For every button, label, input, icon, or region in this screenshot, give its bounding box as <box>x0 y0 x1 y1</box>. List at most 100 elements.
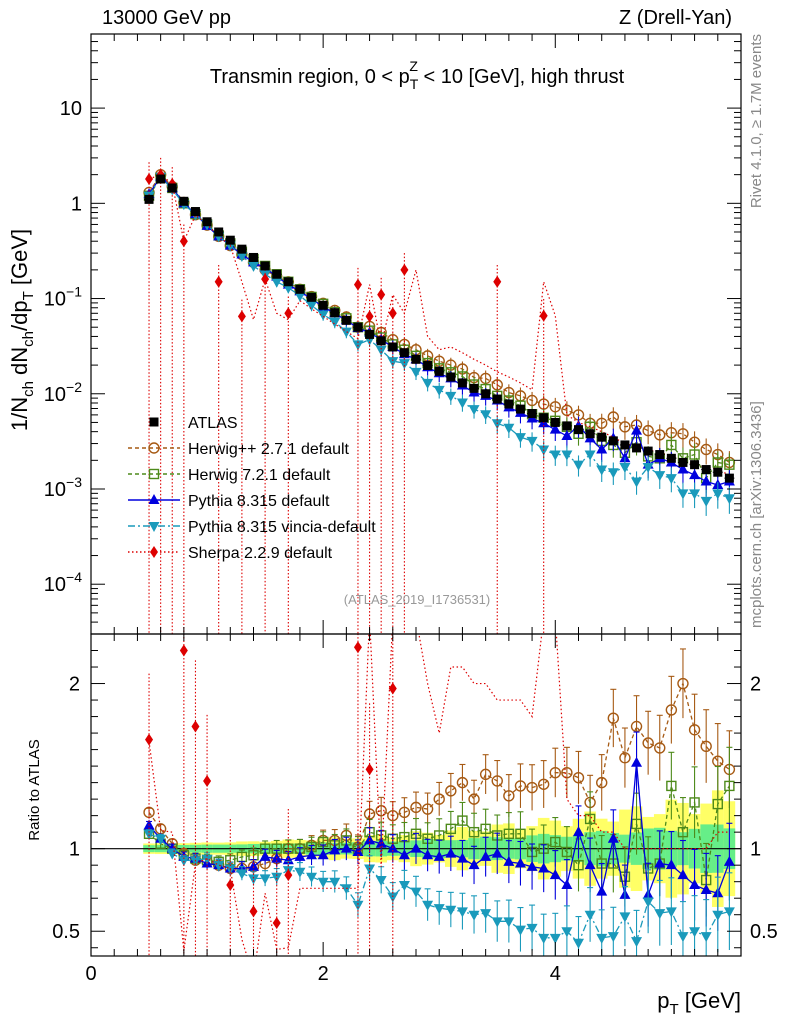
data-point <box>665 704 678 716</box>
data-point <box>271 872 283 883</box>
data-point <box>249 905 258 918</box>
data-point <box>387 809 399 822</box>
data-point <box>526 860 538 871</box>
data-point <box>526 394 538 407</box>
data-point <box>642 424 654 437</box>
data-point <box>631 818 642 830</box>
main-title: Transmin region, 0 < pTZ < 10 [GeV], hig… <box>210 58 625 92</box>
data-point <box>549 423 561 434</box>
data-point <box>353 641 362 654</box>
data-point <box>491 419 503 430</box>
data-point <box>236 251 248 262</box>
data-point <box>329 317 341 328</box>
data-point <box>375 804 387 817</box>
legend-label: Pythia 8.315 default <box>188 493 330 510</box>
data-point <box>365 329 375 339</box>
data-point <box>724 459 735 470</box>
data-point <box>573 859 584 871</box>
data-point <box>700 496 712 507</box>
data-point <box>179 196 189 206</box>
data-point <box>445 391 457 402</box>
data-point <box>619 421 631 433</box>
data-point <box>514 925 526 936</box>
data-point <box>294 867 306 878</box>
data-point <box>561 927 573 938</box>
data-point <box>480 850 492 861</box>
data-point <box>526 436 538 447</box>
data-point <box>236 869 248 880</box>
data-point <box>272 916 281 929</box>
legend-entry: Sherpa 2.2.9 default <box>128 545 333 562</box>
data-point <box>689 489 701 500</box>
data-point <box>468 826 480 838</box>
data-point <box>723 907 735 918</box>
data-point <box>503 790 515 802</box>
data-point <box>259 850 271 861</box>
data-point <box>689 927 701 938</box>
data-point <box>573 826 584 837</box>
ratio-content <box>91 634 741 956</box>
data-point <box>503 828 515 840</box>
ratio-y-tick-label-right: 0.5 <box>750 921 778 943</box>
data-point <box>700 475 712 486</box>
data-point <box>561 404 573 417</box>
data-point <box>515 404 525 414</box>
data-point <box>678 457 688 467</box>
data-point <box>318 300 328 310</box>
data-point <box>423 361 433 371</box>
data-point <box>144 194 154 204</box>
data-point <box>445 905 457 916</box>
data-point <box>677 932 689 943</box>
series-atlas <box>144 174 735 483</box>
ratio-y-tick-label-left: 1 <box>69 839 80 861</box>
data-point <box>456 852 468 863</box>
data-point <box>421 803 434 815</box>
data-point <box>433 850 445 861</box>
data-point <box>561 767 573 779</box>
legend-entry: Pythia 8.315 default <box>128 493 330 510</box>
data-point <box>596 443 608 454</box>
data-point <box>306 872 318 883</box>
data-point <box>573 460 584 471</box>
data-point <box>456 776 469 789</box>
data-point <box>526 781 538 794</box>
series-line <box>148 175 730 502</box>
data-point <box>353 278 362 291</box>
header-left: 13000 GeV pp <box>102 7 231 29</box>
data-point <box>375 345 387 356</box>
data-point <box>724 780 735 792</box>
main-content <box>143 157 736 634</box>
data-point <box>688 724 701 736</box>
data-point <box>330 308 340 318</box>
data-point <box>365 763 374 776</box>
data-point <box>388 682 397 695</box>
data-point <box>723 855 735 866</box>
data-point <box>689 797 700 808</box>
data-point <box>538 933 550 944</box>
header-right: Z (Drell-Yan) <box>619 7 732 29</box>
data-point <box>632 443 642 453</box>
ratio-y-tick-label-right: 2 <box>750 674 761 696</box>
data-point <box>631 424 643 435</box>
data-point <box>666 780 677 792</box>
data-point <box>375 837 387 848</box>
x-tick-label: 2 <box>318 963 329 985</box>
legend-label: Pythia 8.315 vincia-default <box>188 519 376 536</box>
data-point <box>469 383 479 393</box>
legend-label: Herwig++ 2.7.1 default <box>188 441 350 458</box>
main-y-label: 1/Nch dNch/dpT [GeV] <box>7 229 37 431</box>
data-point <box>364 834 376 845</box>
data-point <box>597 432 607 442</box>
legend-entry: Herwig 7.2.1 default <box>128 467 331 484</box>
data-point <box>514 780 527 792</box>
data-point <box>237 244 247 254</box>
data-point <box>237 310 246 323</box>
data-point <box>642 463 654 474</box>
rivet-label: Rivet 4.1.0, ≥ 1.7M events <box>748 34 765 208</box>
data-point <box>514 857 526 868</box>
data-point <box>491 917 503 928</box>
legend-entry: Herwig++ 2.7.1 default <box>128 441 350 458</box>
data-point <box>700 443 712 456</box>
ratio-y-tick-label-left: 0.5 <box>52 921 80 943</box>
data-point <box>607 411 620 423</box>
